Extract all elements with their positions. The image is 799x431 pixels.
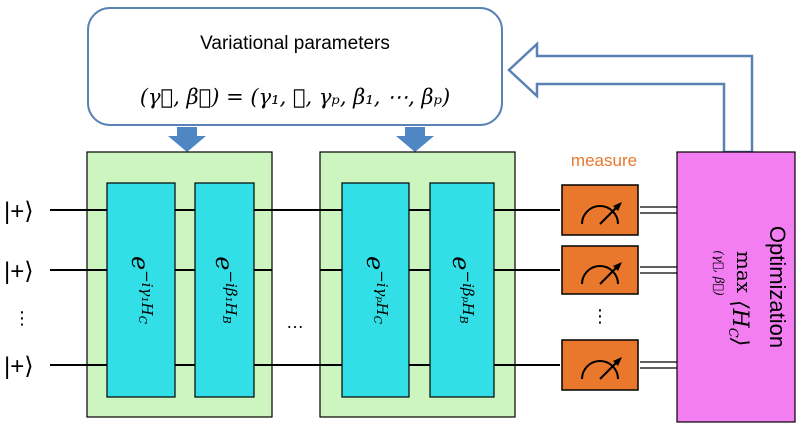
gate-mixer-p: [429, 182, 495, 398]
parameter-equation: (γ⃗, β⃗) = (γ₁, ⋯, γₚ, β₁, ⋯, βₚ): [140, 85, 450, 109]
layers-ellipsis: …: [286, 312, 304, 332]
gate-cost-1: [106, 182, 176, 398]
meter-1: [561, 184, 639, 236]
measure-label: measure: [571, 151, 637, 170]
measure-ellipsis: ⋮: [591, 306, 609, 326]
gate-cost-p-label: e−iγₚHC: [361, 256, 391, 325]
param-arrow-layer-p: [396, 127, 434, 152]
gate-mixer-p-label: e−iβₚHB: [447, 256, 477, 323]
gate-mixer-1: [194, 182, 255, 398]
parameter-list: = (γ₁, ⋯, γₚ, β₁, ⋯, βₚ): [226, 85, 450, 109]
gate-cost-1-label: e−iγ₁HC: [126, 256, 156, 325]
variational-parameters-box: [87, 7, 503, 126]
optimization-box: [676, 151, 796, 423]
variational-parameters-title: Variational parameters: [200, 33, 390, 54]
optimization-expectation: ⟨HC⟩: [725, 300, 752, 346]
feedback-arrow: [507, 41, 754, 154]
parameter-vector: (γ⃗, β⃗): [140, 85, 220, 109]
optimization-title: Optimization: [765, 226, 790, 348]
meter-n: [561, 339, 639, 391]
input-state-2: |+⟩: [4, 258, 34, 285]
param-arrow-layer-1: [168, 127, 206, 152]
optimization-max-sub: (γ⃗, β⃗): [712, 250, 726, 296]
meter-2: [561, 245, 639, 295]
classical-wires: [640, 206, 682, 369]
input-ellipsis: ⋮: [13, 308, 31, 328]
optimization-max: max: [732, 251, 756, 294]
input-state-n: |+⟩: [4, 353, 34, 380]
input-state-1: |+⟩: [4, 198, 34, 225]
gate-mixer-1-label: e−iβ₁HB: [210, 256, 240, 323]
gate-cost-p: [341, 182, 410, 398]
